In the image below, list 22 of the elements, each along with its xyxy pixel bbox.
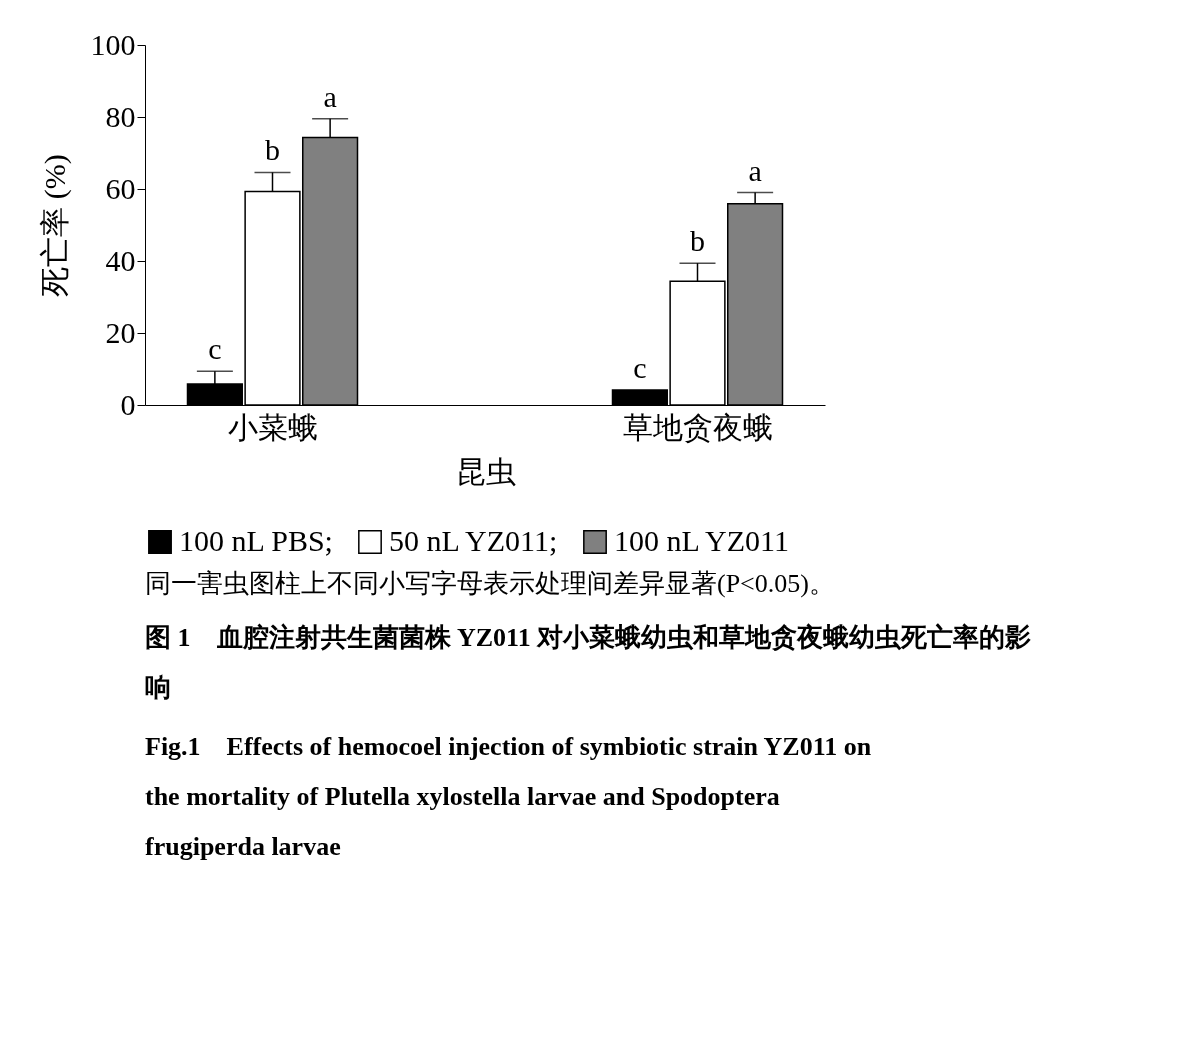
legend-label: 100 nL YZ011 — [614, 524, 789, 557]
text: 图 1 血腔注射共生菌菌株 YZ011 对小菜蛾幼虫和草地贪夜蛾幼虫死亡率的影响 — [145, 623, 1032, 702]
y-axis-title: 死亡率 (%) — [37, 154, 72, 297]
data-label: a — [748, 153, 762, 187]
text: Fig.1 Effects of hemocoel injection of symbiotic strain YZ011 on the mortality of Plutella xylostella larvae and Spodoptera frugiperda larvae — [145, 732, 872, 861]
y-tick-label: 0 — [120, 387, 136, 421]
x-tick-label: 草地贪夜蛾 — [622, 410, 773, 444]
y-tick-label: 100 — [90, 27, 136, 61]
y-tick-label: 40 — [105, 243, 136, 277]
data-label: b — [690, 224, 705, 258]
y-tick-label: 80 — [105, 99, 136, 133]
data-label: c — [208, 332, 222, 366]
x-axis-title: 昆虫 — [455, 454, 516, 488]
data-label: c — [633, 350, 647, 384]
data-label: b — [265, 133, 280, 167]
text: 同一害虫图柱上不同小写字母表示处理间差异显著(P<0.05)。 — [145, 569, 835, 598]
y-tick-label: 60 — [105, 171, 136, 205]
y-tick-label: 20 — [105, 315, 136, 349]
x-tick-label: 小菜蛾 — [227, 410, 318, 444]
data-label: a — [323, 79, 337, 113]
legend-label: 100 nL PBS; — [179, 524, 333, 557]
legend-label: 50 nL YZ011; — [389, 524, 558, 557]
